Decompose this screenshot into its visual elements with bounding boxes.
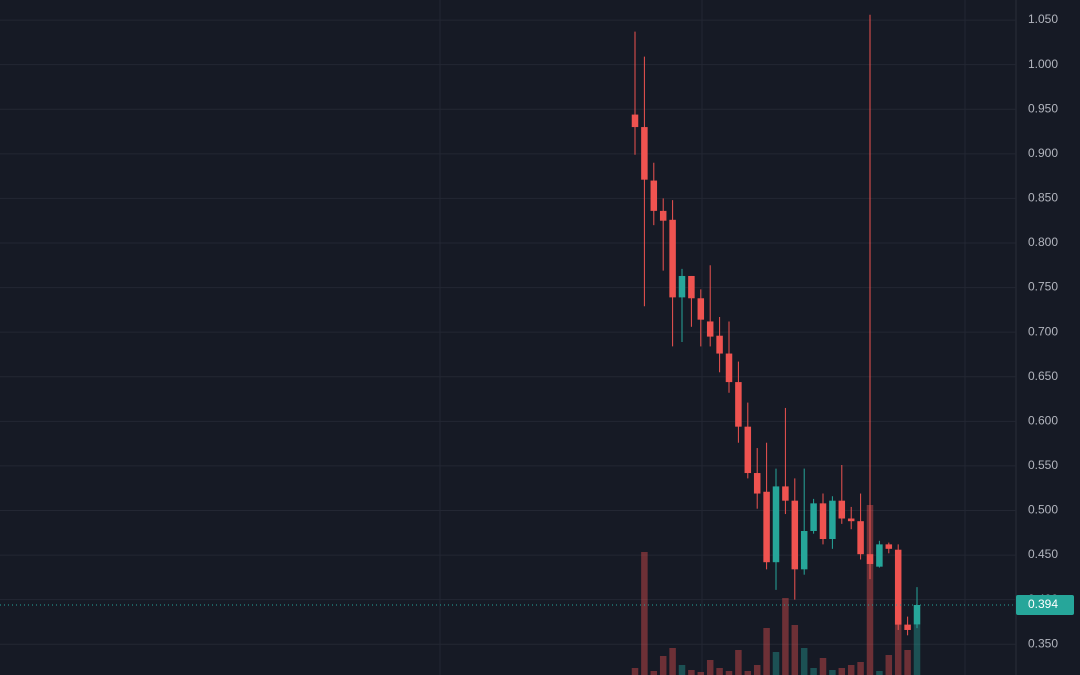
volume-bar — [847, 665, 855, 675]
last-price-box — [1016, 595, 1074, 616]
candle-body — [838, 500, 846, 519]
volume-bar — [913, 625, 921, 675]
y-tick-label: 0.550 — [1028, 458, 1058, 472]
last-price-label: 0.394 — [1028, 597, 1058, 611]
y-tick-label: 0.450 — [1028, 547, 1058, 561]
y-tick-label: 0.850 — [1028, 191, 1058, 205]
candle-body — [659, 210, 667, 221]
volume-bar — [800, 648, 808, 675]
y-tick-label: 0.950 — [1028, 101, 1058, 115]
y-tick-label: 1.050 — [1028, 12, 1058, 26]
y-tick-label: 0.350 — [1028, 636, 1058, 650]
candle-body — [697, 298, 705, 320]
candle-body — [894, 549, 902, 625]
candle-body — [885, 544, 893, 549]
volume-bar — [716, 668, 723, 675]
volume-bar — [706, 660, 714, 675]
candle-body — [688, 275, 695, 299]
y-tick-label: 0.750 — [1028, 280, 1058, 294]
volume-bar — [735, 650, 742, 675]
volume-bar — [753, 665, 761, 675]
y-tick-label: 0.650 — [1028, 369, 1058, 383]
volume-bar — [669, 648, 676, 675]
candle-body — [753, 473, 761, 494]
y-tick-label: 1.000 — [1028, 57, 1058, 71]
candle-body — [847, 518, 855, 522]
volume-bar — [659, 656, 667, 675]
volume-bar — [641, 552, 648, 675]
candle-body — [772, 486, 780, 563]
candle-body — [857, 521, 864, 555]
candle-body — [866, 554, 874, 564]
volume-bar — [772, 652, 780, 675]
candle-body — [904, 624, 911, 630]
candle-body — [744, 426, 752, 474]
y-tick-label: 0.800 — [1028, 235, 1058, 249]
candle-body — [735, 382, 742, 427]
volume-bar — [791, 625, 799, 675]
y-tick-label: 0.500 — [1028, 503, 1058, 517]
volume-bar — [688, 670, 695, 675]
y-tick-label: 0.600 — [1028, 413, 1058, 427]
y-tick-label: 0.900 — [1028, 146, 1058, 160]
volume-bar — [838, 668, 846, 675]
time-grid — [439, 0, 966, 675]
volume-bar — [782, 598, 789, 675]
volume-bar — [885, 655, 893, 675]
volume-bar — [725, 671, 733, 675]
volume-bar — [763, 628, 770, 675]
candle-body — [819, 503, 827, 540]
volume-bar — [866, 505, 874, 675]
candle-body — [716, 335, 723, 354]
candle-body — [678, 275, 686, 298]
candle-body — [650, 180, 658, 211]
candle-body — [706, 321, 714, 337]
volume-bar — [744, 671, 752, 675]
volume-bar — [697, 672, 705, 675]
candle-body — [800, 530, 808, 570]
volume-bar — [631, 668, 639, 675]
volume-bar — [819, 658, 827, 675]
volume-bar — [904, 650, 911, 675]
volume-bar — [829, 670, 836, 675]
candle-body — [631, 114, 639, 128]
volume-bar — [678, 665, 686, 675]
volume-bar — [857, 662, 864, 675]
y-tick-label: 0.700 — [1028, 324, 1058, 338]
candle-body — [829, 500, 836, 540]
candle-body — [810, 503, 817, 531]
candle-body — [641, 127, 648, 180]
candle-body — [876, 544, 883, 567]
volume-bar — [876, 671, 883, 675]
candle-body — [669, 219, 676, 298]
candle-body — [913, 605, 921, 625]
volume-bar — [650, 671, 658, 675]
candle-body — [782, 486, 789, 501]
volume-bar — [894, 620, 902, 675]
candle-body — [725, 353, 733, 383]
candle-body — [763, 491, 770, 563]
candle-body — [791, 500, 799, 570]
volume-bar — [810, 668, 817, 675]
